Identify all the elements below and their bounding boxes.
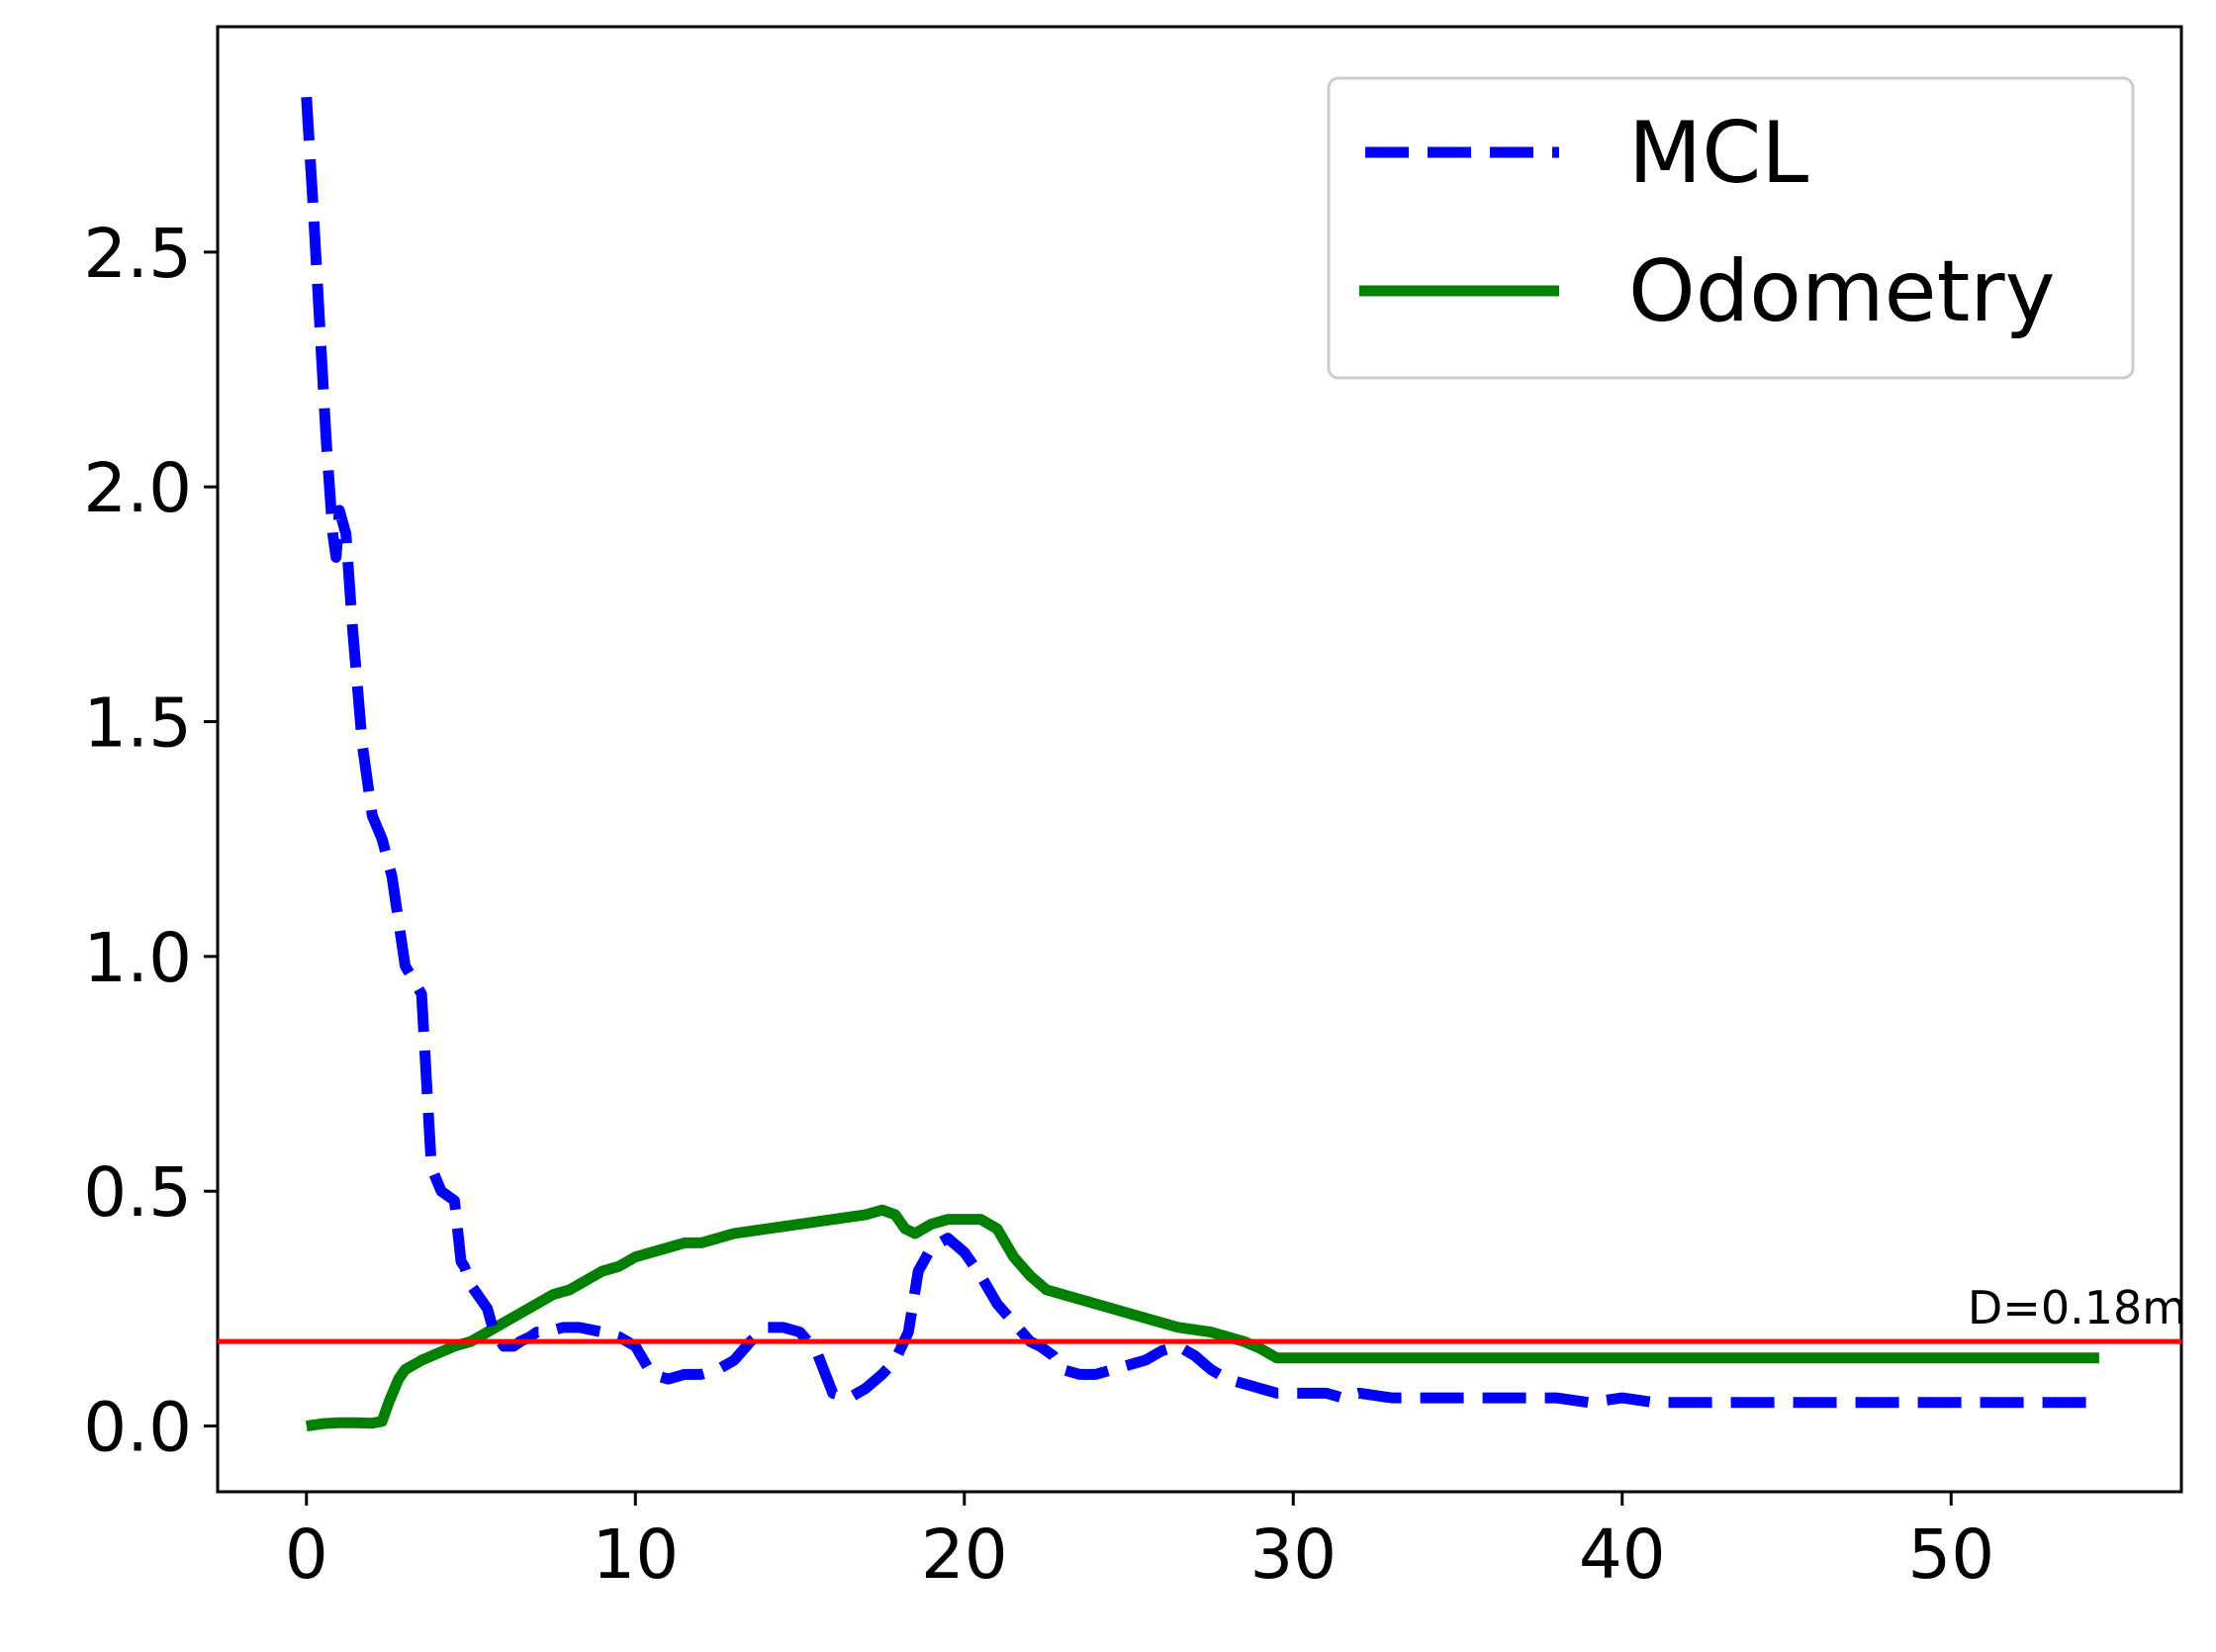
x-tick-label: 20 [921, 1515, 1008, 1595]
plot-frame [216, 25, 2183, 1494]
series-line-odometry [305, 1204, 2099, 1431]
series-line-mcl [301, 96, 2099, 1409]
legend: MCL Odometry [1327, 76, 2135, 380]
y-axis: 0.0 0.5 1.0 1.5 2.0 2.5 [83, 215, 218, 1468]
threshold-label: D=0.18m [1968, 1281, 2186, 1334]
y-tick-label: 0.5 [83, 1153, 192, 1233]
y-tick-label: 1.0 [83, 919, 192, 998]
y-tick-label: 2.5 [83, 215, 192, 294]
y-tick-label: 1.5 [83, 685, 192, 764]
x-axis: 0 10 20 30 40 50 [285, 1492, 1994, 1595]
y-tick-label: 0.0 [83, 1389, 192, 1468]
x-tick-label: 40 [1579, 1515, 1666, 1595]
y-tick-label: 2.0 [83, 449, 192, 528]
x-tick-label: 30 [1249, 1515, 1337, 1595]
legend-label-odometry: Odometry [1628, 242, 2056, 341]
x-tick-label: 0 [285, 1515, 328, 1595]
legend-label-mcl: MCL [1628, 104, 1808, 203]
x-tick-label: 50 [1907, 1515, 1994, 1595]
x-tick-label: 10 [592, 1515, 679, 1595]
